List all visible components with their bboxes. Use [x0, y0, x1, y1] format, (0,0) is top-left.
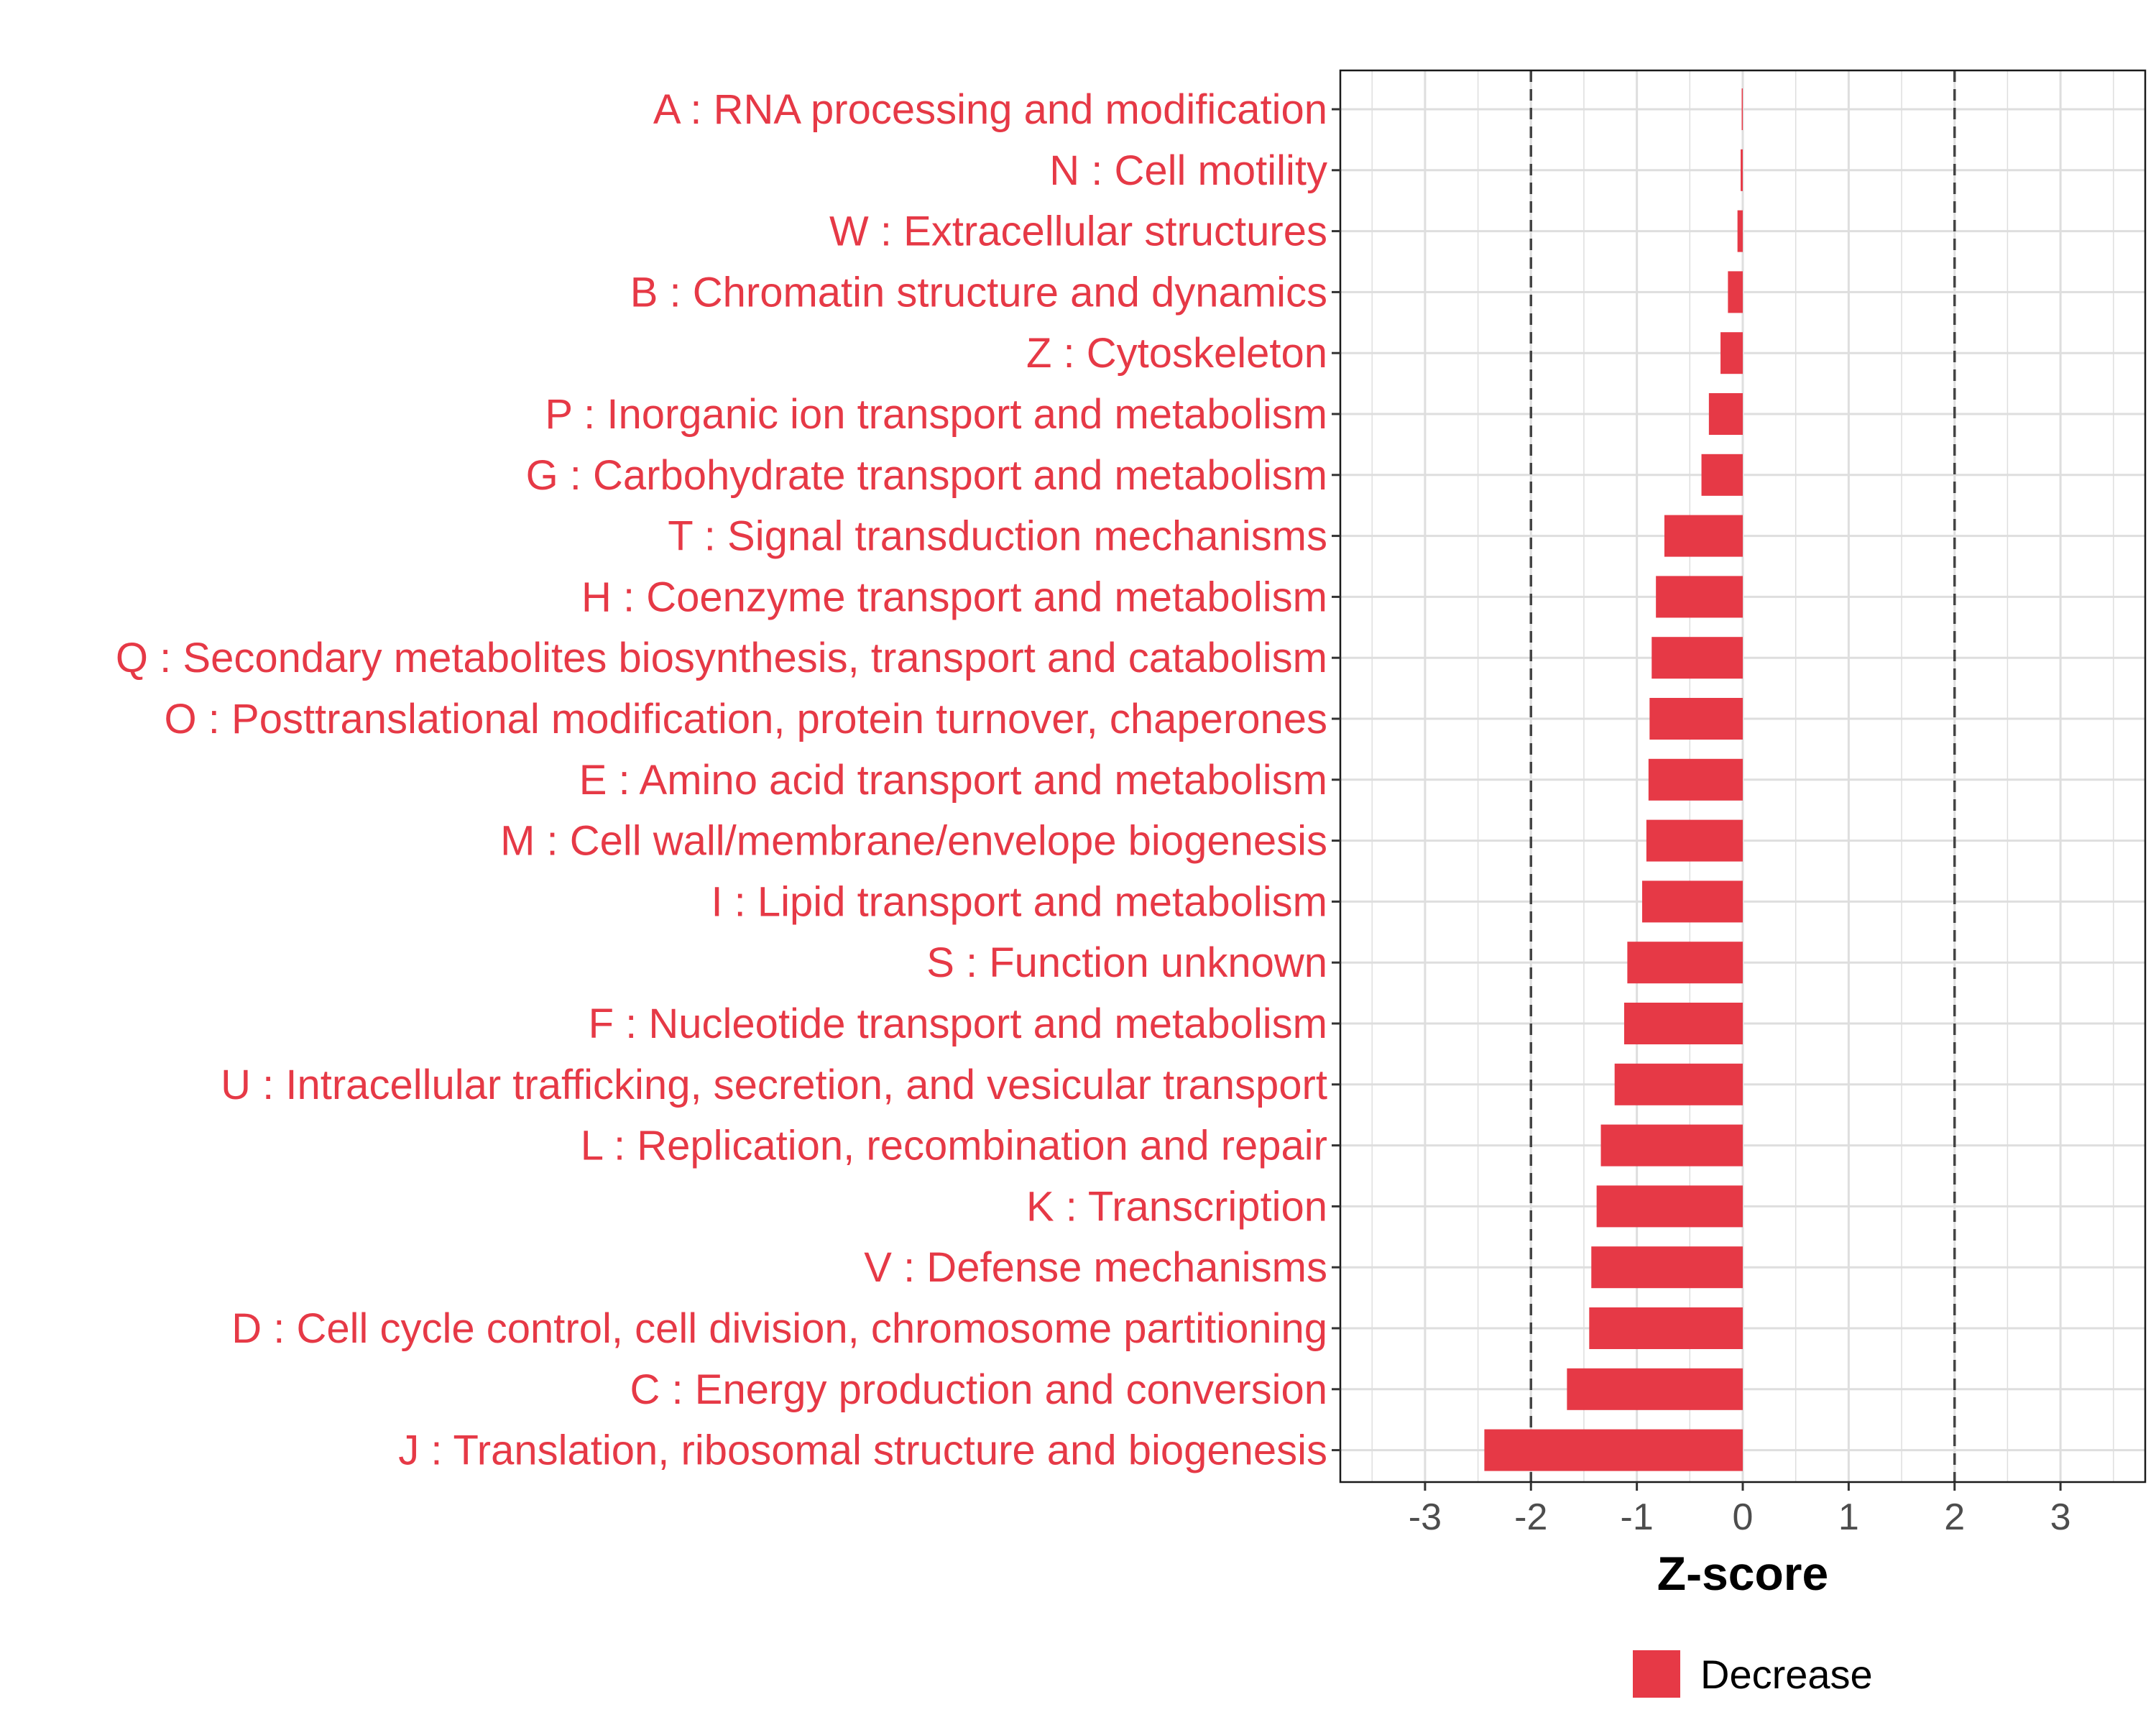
category-label: C : Energy production and conversion [630, 1366, 1327, 1413]
bar [1484, 1429, 1743, 1471]
bar [1623, 1003, 1743, 1044]
x-axis-ticks: -3 -2 -1 0 1 2 3 [1409, 1482, 2071, 1538]
category-label: B : Chromatin structure and dynamics [630, 269, 1327, 316]
category-label: E : Amino acid transport and metabolism [579, 757, 1327, 804]
bar [1596, 1185, 1743, 1228]
category-label: F : Nucleotide transport and metabolism [589, 1000, 1327, 1047]
x-tick-label: -3 [1409, 1496, 1442, 1538]
category-label: S : Function unknown [926, 939, 1327, 986]
bar [1600, 1124, 1743, 1167]
bar [1656, 576, 1743, 618]
bar [1642, 880, 1743, 923]
category-label: G : Carbohydrate transport and metabolis… [526, 452, 1327, 499]
category-label: Q : Secondary metabolites biosynthesis, … [116, 635, 1327, 681]
category-label: O : Posttranslational modification, prot… [165, 696, 1327, 742]
bar [1651, 637, 1743, 679]
reference-lines [1529, 70, 1956, 1482]
category-label: T : Signal transduction mechanisms [668, 513, 1327, 560]
bars [1484, 88, 1743, 1471]
category-label: V : Defense mechanisms [864, 1244, 1327, 1291]
x-tick-label: 3 [2050, 1496, 2071, 1538]
x-tick-label: 0 [1733, 1496, 1754, 1538]
legend-swatch [1633, 1650, 1680, 1698]
category-label: K : Transcription [1026, 1183, 1327, 1230]
x-tick-label: 2 [1944, 1496, 1965, 1538]
bar [1708, 393, 1743, 435]
bar [1627, 942, 1743, 984]
bar [1589, 1307, 1743, 1349]
x-tick-label: -1 [1621, 1496, 1654, 1538]
x-tick-label: -2 [1514, 1496, 1547, 1538]
bar [1614, 1063, 1743, 1105]
y-axis-ticks [1332, 108, 1340, 1452]
category-label: A : RNA processing and modification [653, 86, 1327, 133]
category-labels: A : RNA processing and modification N : C… [116, 86, 1327, 1474]
bar [1649, 698, 1743, 740]
category-label: J : Translation, ribosomal structure and… [398, 1427, 1327, 1474]
bar [1701, 454, 1743, 496]
bar [1728, 271, 1743, 313]
bar [1737, 210, 1743, 252]
bar [1720, 332, 1743, 374]
category-label: P : Inorganic ion transport and metaboli… [545, 391, 1327, 438]
legend-label: Decrease [1700, 1652, 1873, 1697]
category-label: M : Cell wall/membrane/envelope biogenes… [500, 818, 1327, 865]
bar [1646, 819, 1743, 862]
bar [1591, 1246, 1743, 1289]
legend: Decrease [1633, 1650, 1873, 1698]
category-label: H : Coenzyme transport and metabolism [581, 574, 1327, 620]
bar [1664, 515, 1743, 557]
bar [1741, 88, 1743, 130]
category-label: Z : Cytoskeleton [1026, 330, 1327, 377]
category-label: U : Intracellular trafficking, secretion… [221, 1062, 1327, 1108]
category-label: I : Lipid transport and metabolism [711, 878, 1327, 925]
category-label: D : Cell cycle control, cell division, c… [231, 1305, 1327, 1352]
bar [1648, 758, 1743, 801]
bar [1741, 149, 1743, 191]
x-tick-label: 1 [1838, 1496, 1859, 1538]
bar [1567, 1368, 1743, 1410]
category-label: N : Cell motility [1049, 147, 1327, 194]
category-label: W : Extracellular structures [829, 208, 1327, 255]
x-axis-title: Z-score [1657, 1547, 1828, 1600]
category-label: L : Replication, recombination and repai… [581, 1123, 1327, 1169]
